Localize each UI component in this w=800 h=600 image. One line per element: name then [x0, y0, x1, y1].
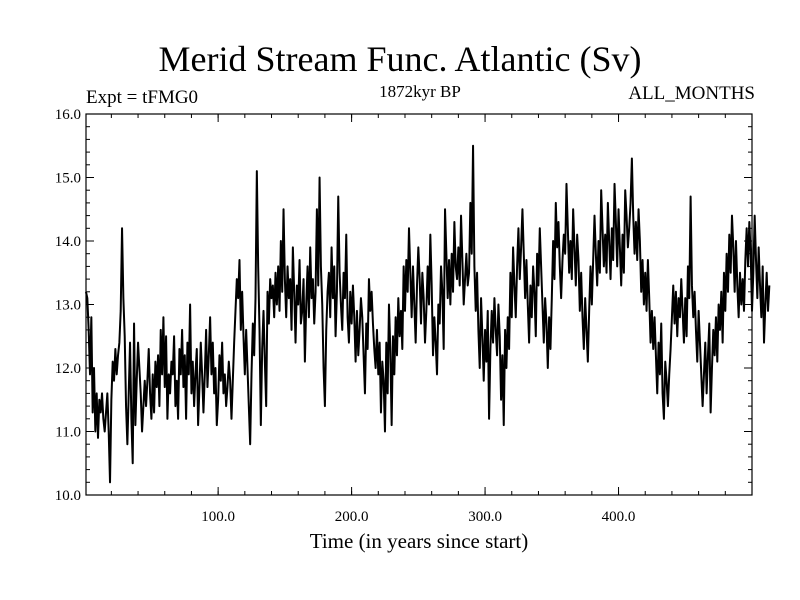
- y-tick-label: 11.0: [55, 425, 81, 441]
- x-tick-label: 400.0: [602, 509, 636, 525]
- series-line: [85, 144, 771, 484]
- x-tick-label: 300.0: [468, 509, 502, 525]
- chart-title: Merid Stream Func. Atlantic (Sv): [158, 39, 642, 79]
- y-tick-label: 14.0: [55, 234, 81, 250]
- y-tick-label: 15.0: [55, 171, 81, 187]
- experiment-label: Expt = tFMG0: [86, 87, 199, 108]
- x-tick-label: 100.0: [201, 509, 235, 525]
- axis-tick-labels: 10.0 11.0 12.0 13.0 14.0 15.0 16.0 100.0 200.0 30…: [55, 107, 636, 525]
- y-tick-label: 16.0: [55, 107, 81, 123]
- months-label: ALL_MONTHS: [628, 83, 755, 104]
- plot-frame: [85, 113, 753, 496]
- y-tick-label: 10.0: [55, 488, 81, 504]
- y-tick-label: 12.0: [55, 361, 81, 377]
- x-tick-label: 200.0: [335, 509, 369, 525]
- y-tick-label: 13.0: [55, 298, 81, 314]
- axis-ticks: [86, 113, 752, 496]
- period-label: 1872kyr BP: [379, 82, 461, 101]
- x-axis-label: Time (in years since start): [310, 529, 529, 553]
